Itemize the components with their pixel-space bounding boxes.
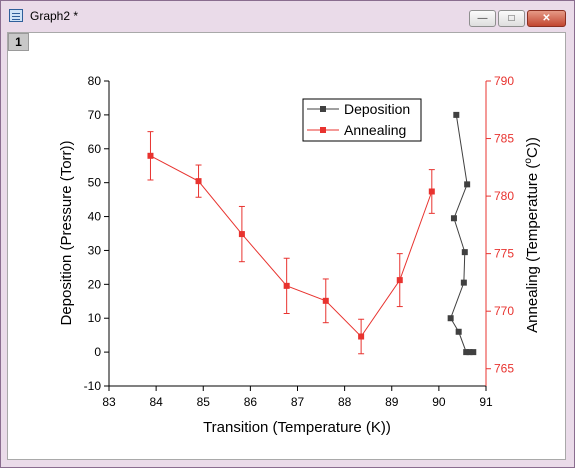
annealing-point [283,282,290,289]
left-y-tick-label: 80 [88,74,102,88]
legend-annealing-marker [320,127,326,133]
x-tick-label: 86 [244,395,258,409]
series-annealing [147,131,435,355]
legend[interactable]: Deposition Annealing [302,98,422,142]
layer-tab[interactable]: 1 [8,33,29,51]
legend-deposition-label: Deposition [344,101,410,117]
x-tick-label: 88 [338,395,352,409]
title-bar[interactable]: Graph2 * — □ ✕ [1,1,574,31]
x-tick-label: 84 [149,395,163,409]
deposition-point [466,349,473,356]
deposition-point [470,349,477,356]
deposition-point [453,111,460,118]
right-axis-label-superscript: o [523,158,534,164]
left-axis-label: Deposition (Pressure (Torr)) [58,140,75,325]
x-tick-label: 91 [479,395,493,409]
window-title: Graph2 * [30,9,79,23]
x-tick-label: 89 [385,395,399,409]
deposition-point [455,328,462,335]
series-deposition [447,111,477,356]
right-y-tick-label: 765 [494,362,514,376]
deposition-point [461,249,468,256]
annealing-point [147,152,154,159]
maximize-button[interactable]: □ [498,10,525,27]
graph-canvas[interactable] [7,32,566,460]
right-y-tick-label: 790 [494,74,514,88]
deposition-point [460,279,467,286]
x-tick-label: 87 [291,395,305,409]
ticks: 83 84 85 86 87 88 89 90 91 -10 0 10 20 30 40 50 60 70 80 76… [84,74,515,409]
annealing-point [428,188,435,195]
left-y-tick-label: 30 [88,243,102,257]
deposition-point [464,181,471,188]
left-y-tick-label: 70 [88,108,102,122]
legend-deposition-marker [320,106,326,112]
left-y-tick-label: -10 [84,379,102,393]
legend-annealing-label: Annealing [344,122,406,138]
annealing-point [396,277,403,284]
deposition-point [450,215,457,222]
graph-window-icon [9,9,23,22]
right-axis-label-tail: C)) [524,137,541,158]
left-y-tick-label: 20 [88,277,102,291]
deposition-point [463,349,470,356]
axes [108,81,487,387]
left-y-tick-label: 0 [94,345,101,359]
left-y-tick-label: 60 [88,142,102,156]
x-tick-label: 90 [432,395,446,409]
annealing-point [322,297,329,304]
minimize-button[interactable]: — [469,10,496,27]
right-y-tick-label: 780 [494,189,514,203]
close-button[interactable]: ✕ [527,10,566,27]
annealing-point [195,178,202,185]
annealing-line [150,155,433,338]
x-tick-label: 85 [197,395,211,409]
deposition-point [447,315,454,322]
right-axis-label: Annealing (Temperature (oC)) [523,137,541,333]
annealing-point [358,333,365,340]
right-axis-label-main: Annealing (Temperature ( [524,164,541,333]
right-y-tick-label: 770 [494,304,514,318]
annealing-point [238,231,245,238]
right-y-tick-label: 785 [494,132,514,146]
deposition-line [450,114,474,353]
x-axis-label: Transition (Temperature (K)) [203,419,391,436]
left-y-tick-label: 40 [88,210,102,224]
x-tick-label: 83 [102,395,116,409]
left-y-tick-label: 10 [88,311,102,325]
left-y-tick-label: 50 [88,176,102,190]
right-y-tick-label: 775 [494,247,514,261]
